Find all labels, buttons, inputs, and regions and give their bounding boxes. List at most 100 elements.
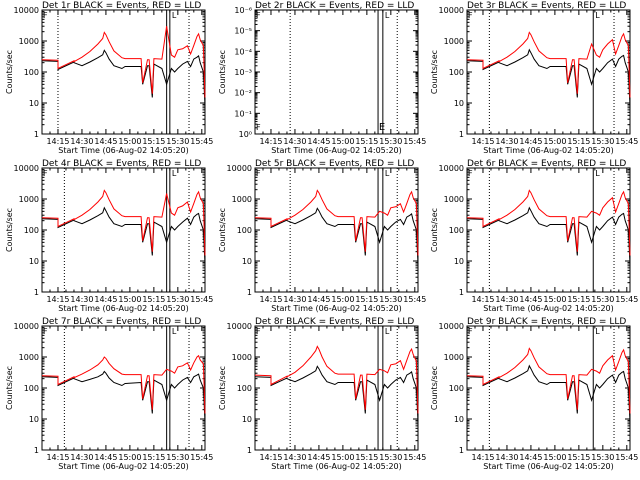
corner-flag-label: L bbox=[595, 327, 600, 336]
x-tick-label: 15:00 bbox=[331, 453, 354, 462]
plot-frame bbox=[254, 167, 419, 293]
x-axis-label: Start Time (06-Aug-02 14:05:20) bbox=[271, 304, 402, 313]
x-tick-label: 14:15 bbox=[46, 453, 69, 462]
y-tick-label: 100 bbox=[237, 384, 252, 393]
corner-flag-label: F bbox=[256, 123, 261, 132]
corner-flag-label: F bbox=[256, 11, 261, 20]
x-tick-label: 15:15 bbox=[355, 295, 378, 304]
y-tick-label: 10⁻⁴ bbox=[234, 47, 252, 56]
y-tick-label: 10000 bbox=[14, 322, 39, 331]
panel-title: Det 3r BLACK = Events, RED = LLD bbox=[467, 1, 626, 11]
y-tick-label: 10000 bbox=[439, 6, 464, 15]
panel-5: Det 5r BLACK = Events, RED = LLD Counts/s… bbox=[218, 159, 426, 313]
y-tick-label: 10000 bbox=[227, 164, 252, 173]
x-tick-label: 15:15 bbox=[567, 137, 590, 146]
corner-flag-label: F bbox=[43, 11, 48, 20]
x-tick-label: 14:30 bbox=[70, 295, 93, 304]
x-tick-label: 14:45 bbox=[94, 295, 117, 304]
y-tick-label: 100 bbox=[237, 226, 252, 235]
y-tick-label: 1 bbox=[247, 446, 252, 455]
x-tick-label: 14:30 bbox=[495, 137, 518, 146]
series-line-lld bbox=[41, 189, 206, 256]
x-axis-label: Start Time (06-Aug-02 14:05:20) bbox=[483, 462, 614, 471]
y-tick-label: 10000 bbox=[439, 322, 464, 331]
x-tick-label: 15:30 bbox=[166, 295, 189, 304]
y-tick-label: 100 bbox=[24, 68, 39, 77]
x-tick-label: 14:15 bbox=[471, 137, 494, 146]
y-tick-label: 1 bbox=[34, 446, 39, 455]
x-tick-label: 14:45 bbox=[307, 137, 330, 146]
x-tick-label: 15:00 bbox=[543, 453, 566, 462]
y-tick-label: 10 bbox=[29, 99, 39, 108]
panel-7: Det 7r BLACK = Events, RED = LLD Counts/s… bbox=[5, 317, 213, 471]
x-tick-label: 14:15 bbox=[259, 137, 282, 146]
corner-flag-label: L bbox=[385, 327, 390, 336]
series-line-events bbox=[466, 48, 631, 107]
corner-flag-label: L bbox=[172, 169, 177, 178]
plot-frame bbox=[41, 325, 206, 451]
x-tick-label: 15:15 bbox=[567, 295, 590, 304]
x-tick-label: 14:15 bbox=[471, 453, 494, 462]
x-tick-label: 15:45 bbox=[615, 453, 638, 462]
x-axis-label: Start Time (06-Aug-02 14:05:20) bbox=[483, 304, 614, 313]
y-tick-label: 10 bbox=[29, 257, 39, 266]
y-axis-label: Counts/sec bbox=[5, 208, 14, 252]
x-tick-label: 15:30 bbox=[591, 453, 614, 462]
y-axis-label: Counts/sec bbox=[430, 50, 439, 94]
x-tick-label: 15:00 bbox=[543, 295, 566, 304]
series-line-events bbox=[466, 364, 631, 423]
x-tick-label: 15:00 bbox=[543, 137, 566, 146]
corner-flag-label: F bbox=[43, 327, 48, 336]
panel-title: Det 6r BLACK = Events, RED = LLD bbox=[467, 159, 626, 169]
y-tick-label: 10000 bbox=[14, 6, 39, 15]
x-tick-label: 15:30 bbox=[379, 295, 402, 304]
x-axis-label: Start Time (06-Aug-02 14:05:20) bbox=[271, 462, 402, 471]
series-line-events bbox=[41, 49, 206, 107]
corner-flag-label: F bbox=[468, 11, 473, 20]
x-tick-label: 15:30 bbox=[379, 137, 402, 146]
y-axis-label: Counts/sec bbox=[218, 208, 227, 252]
y-axis-label: Counts/sec bbox=[430, 208, 439, 252]
y-tick-label: 100 bbox=[449, 226, 464, 235]
panel-9: Det 9r BLACK = Events, RED = LLD Counts/s… bbox=[430, 317, 638, 471]
x-tick-label: 14:45 bbox=[307, 295, 330, 304]
y-tick-label: 1000 bbox=[19, 37, 39, 46]
x-tick-label: 15:30 bbox=[166, 453, 189, 462]
x-tick-label: 15:45 bbox=[403, 295, 426, 304]
panel-6: Det 6r BLACK = Events, RED = LLD Counts/s… bbox=[430, 159, 638, 313]
y-axis-label: Counts/sec bbox=[430, 366, 439, 410]
series-line-lld bbox=[466, 347, 631, 414]
x-axis-label: Start Time (06-Aug-02 14:05:20) bbox=[58, 304, 189, 313]
x-tick-label: 15:45 bbox=[190, 295, 213, 304]
panel-2: Det 2r BLACK = Events, RED = LLD Counts/s… bbox=[218, 1, 426, 155]
panel-title: Det 7r BLACK = Events, RED = LLD bbox=[42, 317, 201, 327]
y-tick-label: 10 bbox=[242, 415, 252, 424]
x-tick-label: 15:45 bbox=[615, 295, 638, 304]
y-tick-label: 1000 bbox=[19, 353, 39, 362]
y-axis-label: Counts/sec bbox=[218, 366, 227, 410]
plot-frame bbox=[466, 9, 631, 135]
panel-title: Det 8r BLACK = Events, RED = LLD bbox=[255, 317, 414, 327]
x-tick-label: 14:30 bbox=[495, 295, 518, 304]
panel-title: Det 5r BLACK = Events, RED = LLD bbox=[255, 159, 414, 169]
plot-frame bbox=[466, 167, 631, 293]
x-tick-label: 15:15 bbox=[142, 137, 165, 146]
x-tick-label: 15:30 bbox=[591, 295, 614, 304]
series-line-events bbox=[41, 206, 206, 265]
y-tick-label: 1000 bbox=[444, 195, 464, 204]
series-line-lld bbox=[466, 189, 631, 256]
plot-frame bbox=[254, 325, 419, 451]
x-tick-label: 15:30 bbox=[166, 137, 189, 146]
y-tick-label: 100 bbox=[24, 384, 39, 393]
y-axis-label: Counts/sec bbox=[5, 366, 14, 410]
x-tick-label: 15:45 bbox=[403, 137, 426, 146]
x-tick-label: 14:30 bbox=[70, 453, 93, 462]
y-tick-label: 100 bbox=[24, 226, 39, 235]
corner-flag-label: L bbox=[172, 11, 177, 20]
corner-flag-label: F bbox=[43, 169, 48, 178]
series-line-events bbox=[254, 365, 419, 423]
y-tick-label: 1 bbox=[247, 288, 252, 297]
y-tick-label: 10 bbox=[454, 99, 464, 108]
x-axis-label: Start Time (06-Aug-02 14:05:20) bbox=[271, 146, 402, 155]
